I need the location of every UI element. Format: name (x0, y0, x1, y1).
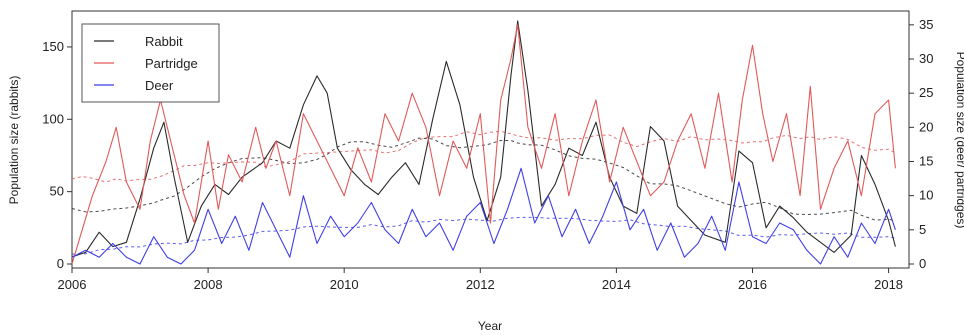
y-axis-title-left: Population size (rabbits) (7, 76, 21, 205)
series-line-rabbit (71, 20, 896, 258)
y-right-tick-label: 30 (919, 51, 933, 66)
x-tick-label: 2012 (466, 277, 495, 292)
y-axis-title-right: Population size (deer/ partridges) (954, 52, 964, 229)
series-layer (71, 20, 896, 265)
series-line-partridge (71, 24, 896, 265)
y-right-tick-label: 35 (919, 17, 933, 32)
legend: Rabbit Partridge Deer (81, 23, 220, 103)
y-left-tick-label: 150 (42, 39, 64, 54)
y-left-tick-label: 100 (42, 111, 64, 126)
legend-label-deer: Deer (145, 78, 174, 93)
x-tick-label: 2016 (738, 277, 767, 292)
series-line-deer (71, 167, 896, 265)
x-tick-label: 2006 (58, 277, 87, 292)
legend-label-rabbit: Rabbit (145, 34, 183, 49)
legend-label-partridge: Partridge (145, 56, 198, 71)
y-right-tick-label: 5 (919, 222, 926, 237)
x-tick-label: 2018 (874, 277, 903, 292)
x-tick-label: 2014 (602, 277, 631, 292)
y-left-tick-label: 0 (57, 256, 64, 271)
x-tick-label: 2008 (194, 277, 223, 292)
y-right-tick-label: 0 (919, 256, 926, 271)
trend-line-partridge (71, 130, 896, 183)
y-right-tick-label: 25 (919, 85, 933, 100)
ticks-layer: 2006 2008 2010 2012 2014 2016 2018050100150051… (42, 17, 933, 292)
x-tick-label: 2010 (330, 277, 359, 292)
plot-frame (71, 10, 910, 269)
y-right-tick-label: 15 (919, 154, 933, 169)
y-right-tick-label: 10 (919, 188, 933, 203)
y-right-tick-label: 20 (919, 119, 933, 134)
x-axis-title: Year (478, 319, 502, 333)
y-left-tick-label: 50 (50, 184, 64, 199)
